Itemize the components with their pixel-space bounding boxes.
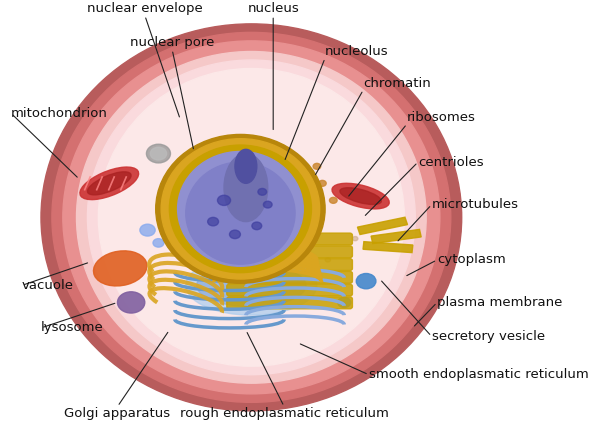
FancyBboxPatch shape [227,258,353,270]
FancyBboxPatch shape [227,271,353,283]
Circle shape [286,215,293,220]
Ellipse shape [63,41,440,394]
Ellipse shape [340,188,381,204]
Text: rough endoplasmatic reticulum: rough endoplasmatic reticulum [180,407,389,420]
Text: cytoplasm: cytoplasm [437,253,506,267]
Text: nuclear pore: nuclear pore [130,37,214,49]
Ellipse shape [88,60,416,375]
Ellipse shape [80,167,139,200]
Ellipse shape [99,68,405,366]
Bar [371,230,421,243]
Circle shape [216,292,222,296]
Text: plasma membrane: plasma membrane [437,296,562,309]
Ellipse shape [224,154,267,221]
Circle shape [207,217,218,226]
Circle shape [325,258,330,262]
Circle shape [140,224,155,236]
Text: nucleolus: nucleolus [325,45,389,58]
Bar [357,217,408,234]
Text: lysosome: lysosome [41,322,103,335]
Ellipse shape [161,139,319,279]
Text: nucleus: nucleus [247,2,299,15]
FancyBboxPatch shape [227,233,353,245]
Ellipse shape [88,172,131,195]
Circle shape [298,279,304,283]
Circle shape [188,258,194,262]
Ellipse shape [186,256,317,315]
Ellipse shape [235,149,257,183]
Circle shape [313,163,321,169]
Circle shape [297,193,304,199]
Circle shape [280,189,288,195]
Text: smooth endoplasmatic reticulum: smooth endoplasmatic reticulum [369,368,589,381]
Circle shape [153,239,164,247]
Circle shape [302,223,310,229]
FancyBboxPatch shape [227,284,353,296]
Circle shape [356,273,376,289]
Text: secretory vesicle: secretory vesicle [431,330,545,343]
Circle shape [227,164,232,169]
Circle shape [146,144,171,163]
Text: vacuole: vacuole [22,279,74,292]
Bar [363,242,413,252]
Circle shape [205,181,211,185]
Circle shape [263,201,272,208]
Ellipse shape [52,32,451,402]
FancyBboxPatch shape [227,246,353,258]
Circle shape [271,300,276,304]
Circle shape [151,147,166,160]
Text: chromatin: chromatin [364,77,431,90]
Circle shape [319,180,326,186]
Ellipse shape [76,52,426,383]
Text: nuclear envelope: nuclear envelope [87,2,203,15]
Ellipse shape [186,162,295,264]
Circle shape [258,188,267,195]
Circle shape [353,237,358,241]
Ellipse shape [170,145,312,273]
Circle shape [329,197,337,203]
Circle shape [165,214,174,221]
Text: microtubules: microtubules [431,198,518,211]
Text: mitochondrion: mitochondrion [11,107,108,120]
Circle shape [230,230,241,239]
Circle shape [338,297,351,307]
Circle shape [118,292,145,313]
Ellipse shape [41,24,461,411]
Ellipse shape [196,264,306,307]
Ellipse shape [155,135,325,283]
Circle shape [308,206,315,212]
FancyBboxPatch shape [227,297,353,309]
Ellipse shape [332,183,389,209]
Text: centrioles: centrioles [418,156,483,169]
Circle shape [252,222,262,230]
Circle shape [217,195,231,206]
Text: ribosomes: ribosomes [407,111,476,124]
Ellipse shape [177,151,304,266]
Text: Golgi apparatus: Golgi apparatus [64,407,171,420]
Ellipse shape [94,251,147,286]
